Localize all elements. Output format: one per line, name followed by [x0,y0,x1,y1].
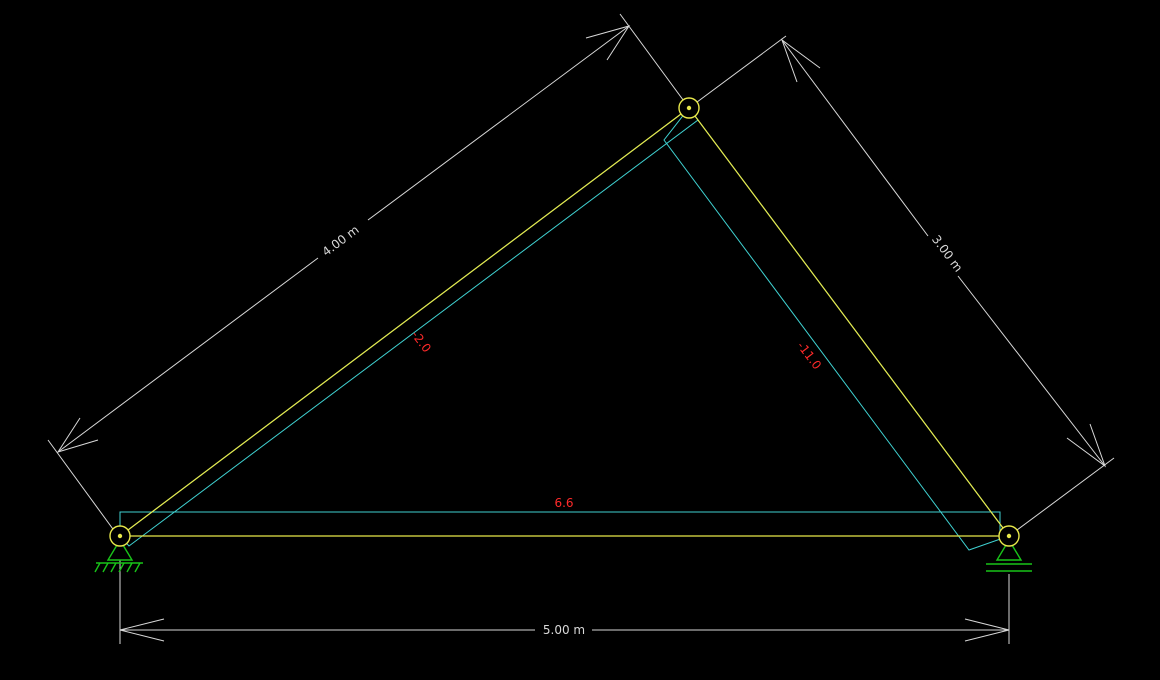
node-center-dot [686,105,692,111]
extension-line [47,439,119,537]
node-center-dot [1006,533,1012,539]
right-member [688,107,1010,537]
bottom-member-force-band [119,511,1001,537]
arrowhead [119,618,165,642]
arrowhead [780,38,821,83]
arrowhead [1066,423,1107,468]
dimension-line [957,275,1106,467]
roller-support-icon [986,538,1032,572]
right-member-force-band [663,107,1010,551]
right-member-force-label: -11.0 [794,339,824,372]
truss-members [119,107,1010,537]
dimension-right-member: 3.00 m [688,35,1115,537]
left-member-force-label: -2.0 [409,328,434,355]
bottom-member-force-label: 6.6 [554,496,573,510]
node-left[interactable] [109,525,131,547]
pinned-support-icon [94,538,143,573]
dimension-line [367,25,630,221]
arrowhead [585,25,631,61]
extension-line [619,13,690,109]
base-span-label: 5.00 m [543,623,585,637]
extension-line [688,35,787,109]
arrowhead [964,618,1010,642]
axial-force-diagram [119,107,1010,551]
dimension-left-member: 4.00 m [47,13,690,537]
left-member-force-band [119,107,699,547]
node-right[interactable] [998,525,1020,547]
dimension-line [781,39,929,237]
node-center-dot [117,533,123,539]
arrowhead [56,417,99,453]
left-member [119,107,690,537]
right-member-length-label: 3.00 m [929,233,966,275]
dimension-line [57,257,319,453]
axial-force-labels: -2.0 -11.0 6.6 [409,328,825,510]
left-member-length-label: 4.00 m [320,223,362,260]
dimension-base-span: 5.00 m [119,560,1010,644]
node-apex[interactable] [678,97,700,119]
extension-line [1008,457,1115,537]
